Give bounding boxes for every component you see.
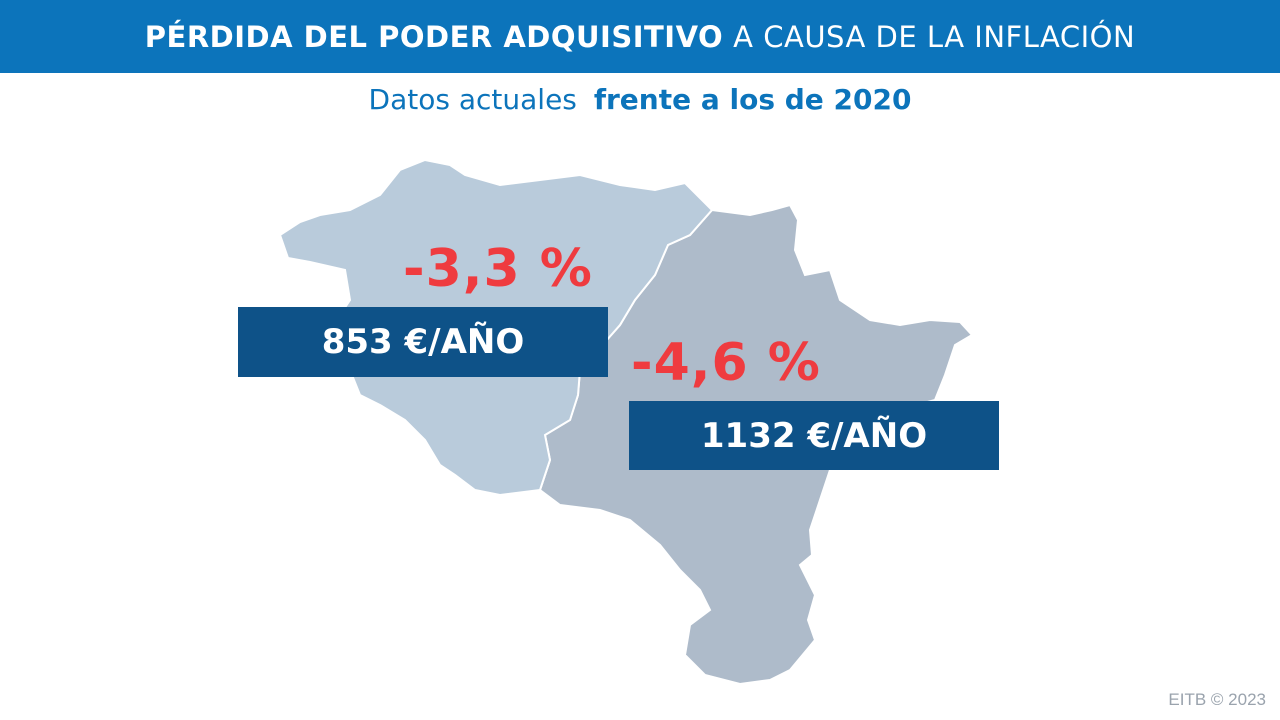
amount-box-west: 853 €/AÑO [238, 307, 608, 377]
subtitle-bold: frente a los de 2020 [593, 83, 912, 116]
subtitle-light: Datos actuales [368, 83, 577, 116]
title-light: A CAUSA DE LA INFLACIÓN [733, 19, 1136, 54]
amount-box-east: 1132 €/AÑO [629, 401, 999, 470]
header-bar: PÉRDIDA DEL PODER ADQUISITIVO A CAUSA DE… [0, 0, 1280, 73]
footer-credit: EITB © 2023 [1168, 690, 1266, 709]
title-bold: PÉRDIDA DEL PODER ADQUISITIVO [144, 19, 724, 54]
percent-east: -4,6 % [631, 333, 821, 393]
subtitle: Datos actuales frente a los de 2020 [0, 83, 1280, 116]
percent-west: -3,3 % [403, 239, 593, 299]
